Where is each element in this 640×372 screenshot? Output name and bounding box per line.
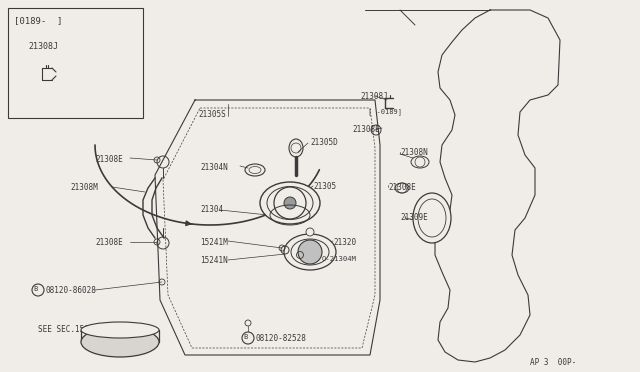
Text: 21308E: 21308E — [95, 238, 123, 247]
Text: 21308N: 21308N — [400, 148, 428, 157]
Text: 15241N: 15241N — [200, 256, 228, 265]
Text: 21320: 21320 — [333, 238, 356, 247]
Text: 21308M: 21308M — [70, 183, 98, 192]
Text: 21305: 21305 — [313, 182, 336, 191]
Text: 21308J: 21308J — [360, 92, 388, 101]
Text: 15241M: 15241M — [200, 238, 228, 247]
Text: SEE SEC.150: SEE SEC.150 — [38, 325, 89, 334]
Ellipse shape — [81, 322, 159, 338]
Text: 21308E: 21308E — [95, 155, 123, 164]
Text: B: B — [243, 334, 247, 340]
Ellipse shape — [284, 234, 336, 270]
Text: 21308E: 21308E — [388, 183, 416, 192]
Circle shape — [306, 228, 314, 236]
Text: [0189-  ]: [0189- ] — [14, 16, 62, 25]
Ellipse shape — [81, 327, 159, 357]
Text: 08120-82528: 08120-82528 — [255, 334, 306, 343]
Text: 21305S: 21305S — [198, 110, 226, 119]
Text: 21304: 21304 — [200, 205, 223, 214]
Circle shape — [284, 197, 296, 209]
Text: 21305D: 21305D — [310, 138, 338, 147]
Circle shape — [32, 284, 44, 296]
Text: 21309E: 21309E — [400, 213, 428, 222]
Ellipse shape — [395, 183, 409, 193]
Circle shape — [298, 240, 322, 264]
Text: AP 3  00P-: AP 3 00P- — [530, 358, 576, 367]
Text: O-21304M: O-21304M — [322, 256, 357, 262]
Text: 08120-86028: 08120-86028 — [45, 286, 96, 295]
Circle shape — [274, 187, 306, 219]
Ellipse shape — [418, 199, 446, 237]
Text: 21304N: 21304N — [200, 163, 228, 172]
Text: 21308J: 21308J — [28, 42, 58, 51]
Text: 21308E: 21308E — [352, 125, 380, 134]
Text: [ -0189]: [ -0189] — [368, 108, 402, 115]
Ellipse shape — [267, 186, 313, 219]
Circle shape — [242, 332, 254, 344]
Ellipse shape — [413, 193, 451, 243]
Bar — [8, 8, 143, 118]
Text: B: B — [33, 286, 37, 292]
Ellipse shape — [291, 239, 329, 265]
Ellipse shape — [411, 156, 429, 168]
Ellipse shape — [260, 182, 320, 224]
